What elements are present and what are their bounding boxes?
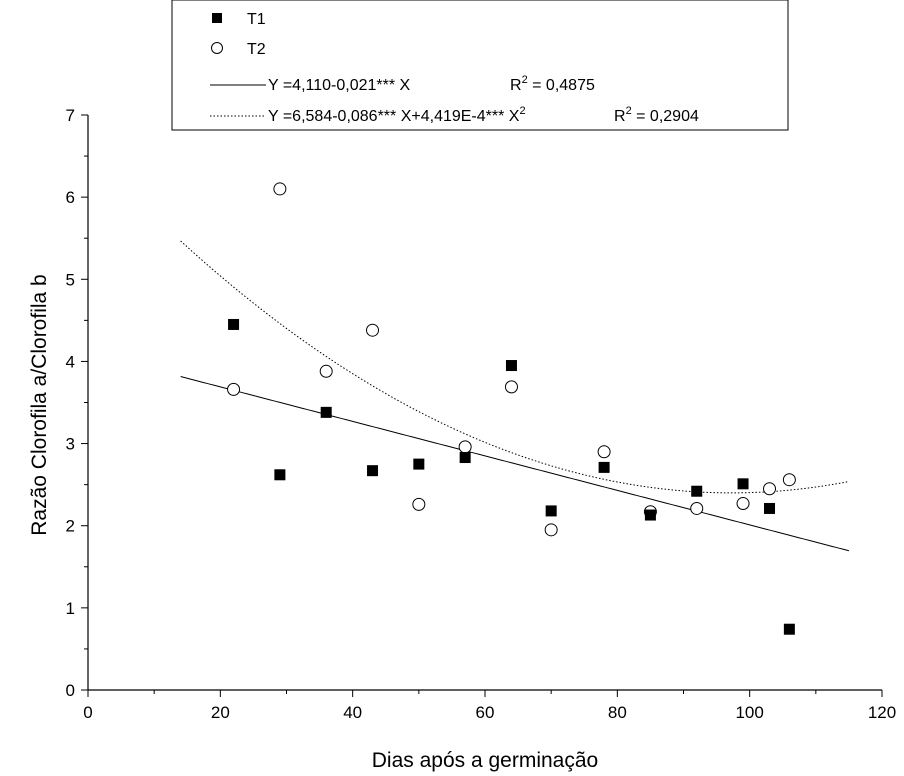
y-tick-label: 2 (66, 517, 75, 536)
x-tick-label: 60 (476, 703, 495, 722)
legend-equation-quadratic-main: Y =6,584-0,086*** X+4,419E-4*** X (268, 108, 520, 125)
legend-r2-linear-value: = 0,4875 (528, 77, 595, 94)
legend-r2-quadratic-symbol: R (614, 108, 626, 125)
legend-marker-t1 (212, 13, 222, 23)
data-point-t2 (458, 440, 472, 454)
data-point-t1 (367, 465, 379, 477)
data-points (227, 182, 796, 635)
data-point-t2 (273, 182, 287, 196)
data-point-t1 (505, 360, 517, 372)
data-point-t2 (690, 501, 704, 515)
x-tick-label: 100 (735, 703, 763, 722)
data-point-t1 (228, 318, 240, 330)
linear-fit-line (180, 376, 850, 552)
y-tick-label: 4 (66, 352, 75, 371)
data-point-t1 (737, 478, 749, 490)
data-point-t1 (320, 406, 332, 418)
data-point-t2 (544, 523, 558, 537)
data-point-t2 (504, 380, 518, 394)
y-axis-title: Razão Clorofila a/Clorofila b (28, 274, 51, 535)
data-point-t2 (227, 382, 241, 396)
legend-r2-quadratic: R2 = 0,2904 (614, 105, 699, 125)
data-point-t1 (598, 461, 610, 473)
legend-r2-linear: R2 = 0,4875 (510, 74, 595, 94)
legend-marker-t2 (211, 42, 223, 54)
fit-lines (180, 240, 850, 552)
data-point-t1 (691, 485, 703, 497)
data-point-t1 (274, 469, 286, 481)
quadratic-fit-line (180, 240, 850, 494)
legend-equation-linear: Y =4,110-0,021*** X (268, 77, 411, 94)
x-tick-label: 40 (343, 703, 362, 722)
y-tick-label: 3 (66, 435, 75, 454)
data-point-t1 (644, 509, 656, 521)
legend-label-t2: T2 (247, 41, 266, 58)
data-point-t2 (412, 497, 426, 511)
data-point-t2 (597, 445, 611, 459)
data-point-t2 (782, 473, 796, 487)
data-point-t2 (366, 323, 380, 337)
y-tick-label: 7 (66, 106, 75, 125)
data-point-t2 (736, 497, 750, 511)
axes: 0 20 40 60 80 100 120 0 1 2 3 4 5 6 7 (66, 106, 897, 722)
legend-r2-quadratic-value: = 0,2904 (632, 108, 699, 125)
legend-equation-quadratic: Y =6,584-0,086*** X+4,419E-4*** X2 (268, 105, 526, 125)
y-tick-label: 6 (66, 188, 75, 207)
y-tick-label: 5 (66, 270, 75, 289)
legend-equation-quadratic-sup: 2 (519, 105, 525, 117)
data-point-t1 (764, 502, 776, 514)
data-point-t1 (545, 505, 557, 517)
data-point-t1 (413, 458, 425, 470)
legend: T1 T2 Y =4,110-0,021*** X R2 = 0,4875 Y … (171, 0, 789, 131)
data-point-t1 (459, 452, 471, 464)
y-tick-label: 0 (66, 681, 75, 700)
x-tick-label: 20 (211, 703, 230, 722)
x-axis-title: Dias após a germinação (372, 749, 598, 772)
x-tick-label: 80 (608, 703, 627, 722)
x-tick-label: 120 (868, 703, 896, 722)
legend-label-t1: T1 (247, 11, 266, 28)
legend-r2-linear-symbol: R (510, 77, 522, 94)
data-point-t2 (763, 482, 777, 496)
x-tick-label: 0 (83, 703, 92, 722)
y-tick-label: 1 (66, 599, 75, 618)
data-point-t2 (319, 364, 333, 378)
legend-box (171, 0, 789, 131)
data-point-t1 (783, 623, 795, 635)
